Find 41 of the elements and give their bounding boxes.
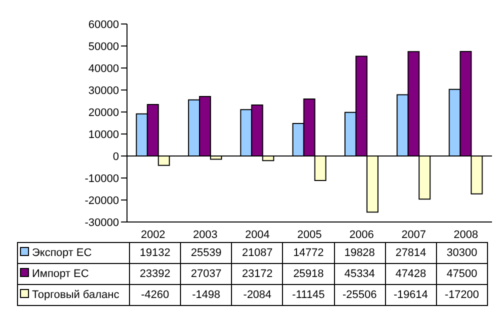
data-label: -4260 <box>130 284 181 306</box>
x-tick-label: 2003 <box>192 228 218 241</box>
data-label: 47500 <box>436 264 488 284</box>
data-label: 45334 <box>334 264 386 284</box>
x-tick-label: 2006 <box>349 228 374 241</box>
y-tick-label: 30000 <box>88 84 119 97</box>
data-label: 19132 <box>130 242 181 264</box>
data-label: 14772 <box>282 242 334 264</box>
legend-label: Торговый баланс <box>18 284 130 306</box>
legend-label: Импорт ЕС <box>18 264 130 284</box>
x-tick-label: 2007 <box>402 228 426 241</box>
y-tick-label: 0 <box>112 150 119 163</box>
data-label: 19828 <box>334 242 386 264</box>
y-tick-label: 50000 <box>88 40 119 53</box>
data-label: 23392 <box>130 264 181 284</box>
y-tick-label: -30000 <box>84 216 119 229</box>
data-label: 23172 <box>232 264 283 284</box>
data-label: -11145 <box>282 284 334 306</box>
x-tick-label: 2002 <box>140 228 166 241</box>
legend-label: Экспорт ЕС <box>18 242 130 264</box>
x-tick-label: 2008 <box>454 228 478 241</box>
data-label: 47428 <box>385 264 436 284</box>
data-label: -17200 <box>436 284 488 306</box>
data-label: -2084 <box>232 284 283 306</box>
data-label: -1498 <box>180 284 232 306</box>
y-tick-label: 60000 <box>88 18 119 31</box>
y-tick-label: -10000 <box>84 172 119 185</box>
x-tick-label: 2005 <box>297 228 322 241</box>
data-label: 27814 <box>385 242 436 264</box>
data-label: 27037 <box>180 264 232 284</box>
y-tick-label: -20000 <box>84 194 119 207</box>
data-label: 25539 <box>180 242 232 264</box>
data-label: 30300 <box>436 242 488 264</box>
data-label: 25918 <box>282 264 334 284</box>
data-label: -25506 <box>334 284 386 306</box>
data-label: 21087 <box>232 242 283 264</box>
data-label: -19614 <box>385 284 436 306</box>
y-tick-label: 10000 <box>88 128 119 141</box>
y-tick-label: 40000 <box>88 62 119 75</box>
x-tick-label: 2004 <box>245 228 270 241</box>
y-tick-label: 20000 <box>88 106 119 119</box>
